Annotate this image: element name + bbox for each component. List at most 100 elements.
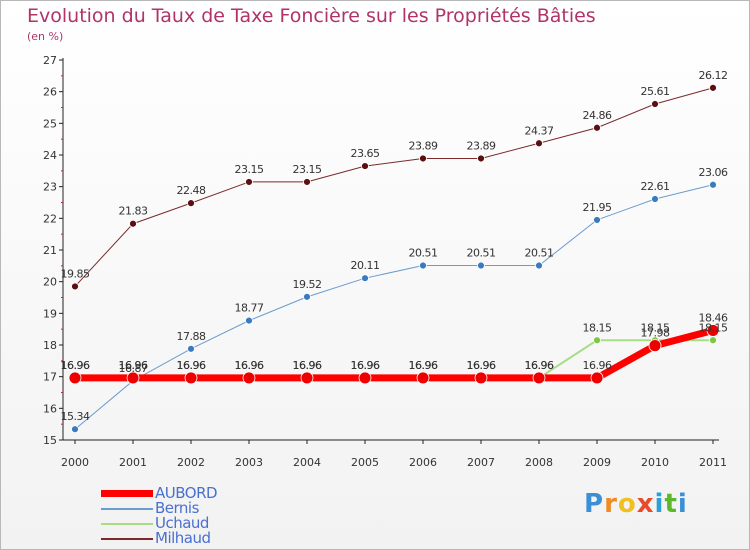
data-point-milhaud (71, 282, 79, 291)
data-point-aubord (416, 371, 430, 385)
brand-letter: x (636, 489, 655, 519)
series-bernis (71, 180, 717, 434)
x-tick-label: 2008 (525, 456, 553, 469)
x-tick-label: 2005 (351, 456, 379, 469)
data-point-milhaud (419, 154, 427, 163)
data-label-milhaud: 23.15 (235, 163, 264, 176)
data-point-bernis (477, 261, 485, 270)
data-label-uchaud: 16.96 (235, 359, 264, 372)
data-point-milhaud (361, 162, 369, 170)
data-point-aubord (126, 371, 140, 385)
data-label-aubord: 17.98 (641, 327, 670, 340)
data-label-milhaud: 23.89 (409, 139, 438, 152)
data-label-milhaud: 23.89 (467, 139, 496, 152)
data-label-milhaud: 25.61 (641, 85, 670, 98)
data-label-bernis: 20.51 (467, 247, 496, 260)
legend-item-uchaud: Uchaud (101, 516, 217, 531)
data-label-uchaud: 16.96 (409, 359, 438, 372)
data-label-aubord: 16.96 (119, 359, 148, 372)
legend-item-milhaud: Milhaud (101, 531, 217, 546)
x-tick-label: 2002 (177, 456, 205, 469)
data-label-aubord: 16.96 (583, 359, 612, 372)
series-milhaud (71, 83, 717, 291)
data-point-milhaud (535, 139, 543, 148)
data-point-aubord (532, 371, 546, 385)
data-label-aubord: 16.96 (235, 359, 264, 372)
data-label-aubord: 18.46 (699, 311, 728, 324)
brand-letter: P (584, 489, 605, 519)
data-point-aubord (358, 371, 372, 385)
data-point-bernis (651, 195, 659, 203)
y-tick-label: 15 (43, 434, 57, 447)
data-point-bernis (709, 180, 717, 189)
brand-letter: i (654, 489, 665, 519)
axes: 15 16 17 18 19 20 21 22 23 24 25 26 27 2000 2001 2002 20… (43, 54, 727, 469)
series-aubord (68, 324, 720, 385)
brand-letter: i (677, 489, 688, 519)
data-label-uchaud: 18.15 (699, 321, 728, 334)
x-tick-label: 2009 (583, 456, 611, 469)
data-point-milhaud (651, 100, 659, 108)
legend-swatch (101, 507, 153, 510)
y-tick-label: 19 (43, 307, 57, 320)
y-tick-label: 17 (43, 371, 57, 384)
legend: AUBORD Bernis Uchaud Milhaud (101, 484, 218, 546)
data-label-bernis: 18.77 (235, 302, 264, 315)
x-tick-label: 2000 (61, 456, 89, 469)
data-label-milhaud: 23.15 (293, 163, 322, 176)
series-line-milhaud (74, 87, 714, 287)
y-tick-label: 23 (43, 181, 57, 194)
data-point-milhaud (245, 178, 253, 186)
data-point-milhaud (187, 199, 195, 208)
x-tick-label: 2007 (467, 456, 495, 469)
data-label-aubord: 16.96 (351, 359, 380, 372)
data-label-aubord: 16.96 (467, 359, 496, 372)
data-label-bernis: 23.06 (699, 166, 728, 179)
data-label-milhaud: 24.37 (525, 124, 554, 137)
data-point-milhaud (593, 123, 601, 132)
x-tick-label: 2003 (235, 456, 263, 469)
data-label-bernis: 16.87 (119, 362, 148, 375)
data-label-milhaud: 19.85 (61, 267, 90, 280)
data-label-milhaud: 24.86 (583, 109, 612, 122)
data-label-bernis: 20.51 (409, 247, 438, 260)
brand-letter: r (604, 489, 618, 519)
legend-swatch (101, 537, 153, 540)
series-line-uchaud (74, 339, 714, 379)
data-point-milhaud (477, 154, 485, 163)
legend-item-bernis: Bernis (101, 501, 217, 516)
legend-label: AUBORD (155, 484, 218, 502)
data-point-aubord (706, 324, 720, 337)
legend-label: Uchaud (155, 514, 209, 532)
y-tick-label: 16 (43, 402, 57, 415)
data-label-bernis: 17.88 (177, 330, 206, 343)
data-point-aubord (68, 371, 82, 385)
data-point-aubord (184, 371, 198, 385)
legend-item-aubord: AUBORD (101, 484, 218, 502)
legend-swatch (101, 522, 153, 525)
data-point-aubord (242, 371, 256, 385)
data-label-aubord: 16.96 (177, 359, 206, 372)
series-line-aubord (71, 326, 717, 382)
y-tick-label: 24 (43, 149, 57, 162)
data-point-bernis (71, 425, 79, 434)
data-point-bernis (419, 261, 427, 270)
data-label-uchaud: 16.96 (293, 359, 322, 372)
data-point-bernis (303, 292, 311, 301)
data-label-uchaud: 16.96 (525, 359, 554, 372)
data-point-bernis (535, 261, 543, 270)
data-point-aubord (300, 371, 314, 385)
data-point-milhaud (129, 219, 137, 228)
data-point-bernis (187, 344, 195, 353)
data-label-milhaud: 23.65 (351, 147, 380, 160)
data-label-milhaud: 21.83 (119, 205, 148, 218)
x-tick-label: 2006 (409, 456, 437, 469)
data-point-aubord (474, 371, 488, 385)
legend-label: Bernis (155, 499, 199, 517)
data-labels: 19.85 21.83 22.48 23.15 23.15 23.65 23.89 23.89… (61, 69, 729, 423)
data-label-bernis: 21.95 (583, 201, 612, 214)
data-point-milhaud (303, 178, 311, 186)
data-label-uchaud: 16.96 (61, 359, 90, 372)
data-point-bernis (245, 316, 253, 325)
data-label-aubord: 16.96 (525, 359, 554, 372)
